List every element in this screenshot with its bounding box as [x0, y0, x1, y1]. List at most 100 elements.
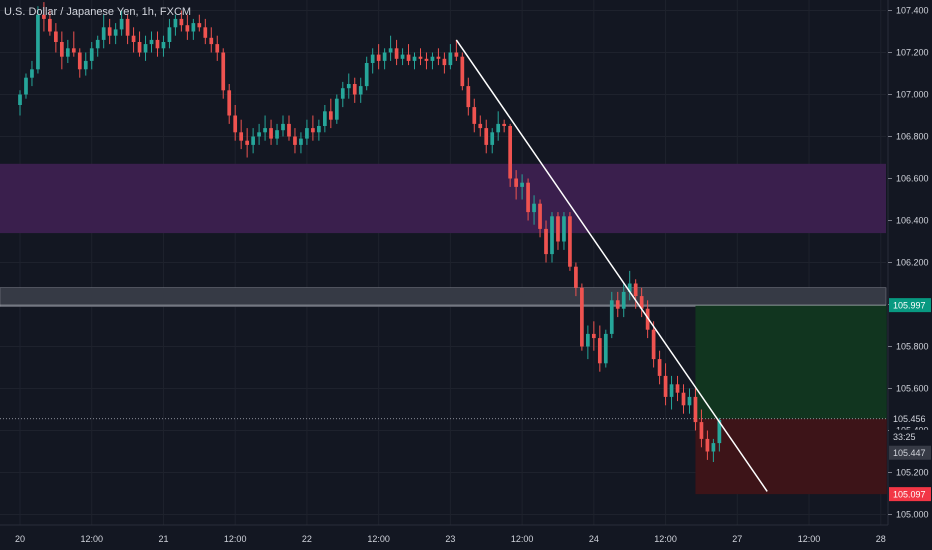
candle [275, 123, 279, 145]
y-tick-label: 106.600 [896, 174, 929, 184]
candle [418, 48, 423, 66]
candle-body [442, 58, 447, 66]
candle-body [376, 54, 381, 61]
candle [514, 170, 518, 200]
candle [430, 52, 435, 70]
candle-body [71, 48, 76, 53]
candle [687, 388, 692, 414]
candle-body [484, 128, 489, 145]
countdown-label: 33:25 [889, 429, 931, 444]
candle [627, 270, 632, 301]
candle [681, 384, 686, 414]
candle-body [645, 308, 650, 330]
candle-body [448, 52, 453, 66]
candle-body [251, 136, 255, 145]
candle-body [54, 31, 58, 42]
candle-body [508, 126, 513, 179]
candle-body [125, 18, 130, 36]
candle [227, 84, 232, 124]
candle [245, 128, 249, 158]
candle [639, 287, 644, 318]
y-tick-label: 105.600 [896, 384, 929, 394]
candle-body [574, 266, 578, 288]
candle-body [651, 329, 656, 360]
candle-body [460, 56, 465, 87]
candle [179, 10, 184, 32]
candle [317, 119, 321, 141]
candle [532, 195, 536, 225]
candle [54, 23, 58, 53]
candle [161, 35, 166, 57]
candle [538, 199, 542, 238]
candle [221, 48, 226, 99]
candle-body [83, 60, 88, 70]
candle [382, 48, 387, 70]
candle [42, 2, 46, 32]
candle-body [143, 44, 148, 53]
candle [568, 212, 572, 271]
candle-body [526, 182, 530, 213]
candle-body [334, 98, 339, 120]
candle-body [609, 300, 614, 334]
candle-body [514, 178, 518, 187]
x-tick-label: 24 [589, 534, 599, 544]
y-tick-label: 107.000 [896, 90, 929, 100]
stop-zone [695, 418, 887, 495]
candle [574, 262, 578, 297]
candle-body [394, 48, 399, 59]
candle [586, 325, 590, 360]
candle [693, 388, 698, 431]
chart-title: U.S. Dollar / Japanese Yen, 1h, FXCM [4, 6, 192, 18]
candle [257, 123, 261, 145]
candle [251, 128, 255, 154]
candle-body [382, 52, 387, 61]
candle-body [65, 48, 70, 57]
x-tick-label: 12:00 [798, 534, 821, 544]
candle [675, 375, 680, 402]
candle-body [603, 333, 608, 364]
candle-body [580, 287, 584, 347]
target-price-label-bg [889, 298, 931, 313]
candle [621, 283, 626, 318]
y-tick-label: 107.400 [896, 6, 929, 16]
candle [460, 52, 465, 91]
candle-body [436, 56, 441, 59]
candle-body [185, 25, 190, 32]
candle [59, 31, 64, 70]
candle [101, 14, 106, 49]
entry-price-label: 105.456 [889, 411, 931, 426]
candle-body [77, 52, 82, 70]
candle [472, 98, 477, 133]
candle [705, 430, 710, 460]
current-price-label: 105.447 [889, 445, 931, 460]
candle [603, 329, 608, 368]
candle [299, 132, 303, 154]
candle-body [299, 138, 303, 145]
candle [454, 39, 459, 61]
candle [173, 14, 178, 36]
candle-body [191, 23, 196, 32]
current-price-label-text: 105.447 [893, 448, 926, 458]
candle-body [275, 130, 279, 139]
candle [77, 48, 82, 78]
candle-body [364, 63, 369, 87]
candle [442, 52, 447, 74]
candle [544, 220, 548, 263]
candle [340, 81, 345, 108]
x-tick-label: 28 [876, 534, 886, 544]
candle-body [239, 132, 244, 141]
candle [364, 56, 369, 91]
candle-body [263, 128, 267, 133]
candle-body [388, 48, 393, 53]
candle [591, 321, 596, 351]
stop-price-label-text: 105.097 [893, 490, 926, 500]
candle-body [597, 338, 602, 364]
candle-body [705, 438, 710, 452]
candle [484, 119, 489, 154]
stop-price-label: 105.097 [889, 487, 931, 502]
candle [89, 42, 94, 70]
y-tick-label: 107.200 [896, 48, 929, 58]
candle [609, 291, 614, 339]
candle [352, 77, 357, 103]
